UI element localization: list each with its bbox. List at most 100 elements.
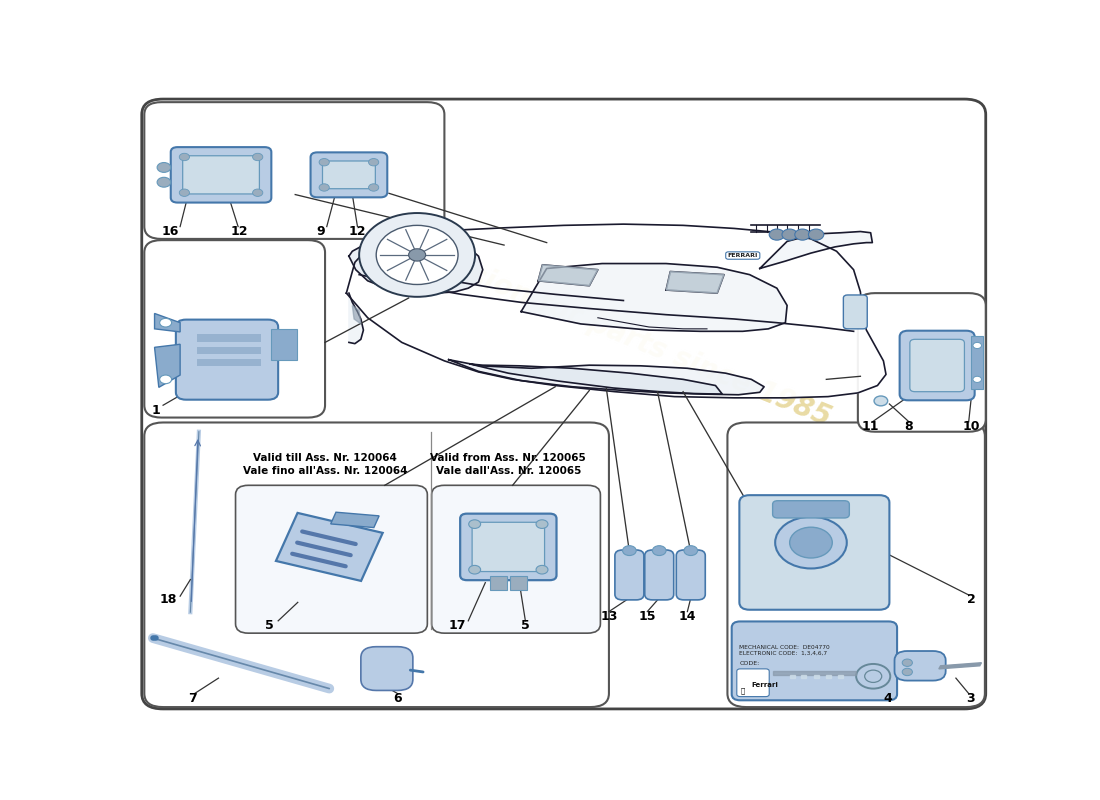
Circle shape — [652, 546, 667, 555]
FancyBboxPatch shape — [144, 102, 444, 239]
Circle shape — [972, 376, 981, 382]
Polygon shape — [276, 513, 383, 581]
FancyBboxPatch shape — [472, 522, 544, 571]
FancyBboxPatch shape — [676, 550, 705, 600]
FancyBboxPatch shape — [772, 501, 849, 518]
FancyBboxPatch shape — [844, 295, 867, 329]
Circle shape — [469, 566, 481, 574]
Text: 14: 14 — [679, 610, 696, 623]
Bar — [197, 359, 261, 366]
Text: Vale dall'Ass. Nr. 120065: Vale dall'Ass. Nr. 120065 — [436, 466, 581, 475]
Polygon shape — [938, 662, 981, 669]
Circle shape — [253, 154, 263, 161]
Circle shape — [319, 184, 329, 191]
Text: CODE:: CODE: — [739, 661, 760, 666]
Bar — [490, 577, 507, 590]
Bar — [272, 329, 297, 360]
Text: 12: 12 — [231, 225, 249, 238]
FancyBboxPatch shape — [858, 293, 986, 432]
Polygon shape — [971, 336, 983, 389]
Text: 18: 18 — [160, 594, 177, 606]
FancyBboxPatch shape — [727, 422, 984, 707]
Circle shape — [902, 659, 912, 666]
Circle shape — [808, 229, 824, 240]
Circle shape — [376, 226, 458, 285]
Text: 4: 4 — [883, 692, 892, 705]
FancyBboxPatch shape — [460, 514, 557, 580]
Circle shape — [179, 189, 189, 197]
FancyBboxPatch shape — [645, 550, 673, 600]
FancyBboxPatch shape — [910, 339, 965, 392]
Polygon shape — [666, 271, 724, 293]
Circle shape — [359, 213, 475, 297]
Polygon shape — [449, 360, 764, 394]
Circle shape — [469, 520, 481, 529]
Circle shape — [160, 375, 172, 384]
Circle shape — [769, 229, 784, 240]
Polygon shape — [538, 265, 598, 286]
Circle shape — [790, 527, 833, 558]
Circle shape — [776, 517, 847, 569]
Circle shape — [902, 668, 912, 676]
Text: 8: 8 — [904, 420, 913, 434]
FancyBboxPatch shape — [739, 495, 890, 610]
Circle shape — [972, 342, 981, 349]
Polygon shape — [154, 314, 180, 332]
Text: 5: 5 — [521, 619, 530, 632]
FancyBboxPatch shape — [144, 422, 609, 707]
Circle shape — [536, 520, 548, 529]
Polygon shape — [814, 675, 818, 678]
Polygon shape — [826, 675, 832, 678]
Text: 10: 10 — [962, 420, 980, 434]
Circle shape — [368, 158, 378, 166]
FancyBboxPatch shape — [144, 240, 326, 418]
Circle shape — [157, 162, 170, 172]
Circle shape — [795, 229, 810, 240]
Circle shape — [623, 546, 636, 555]
Bar — [197, 334, 261, 342]
Text: 9: 9 — [317, 225, 326, 238]
Polygon shape — [331, 512, 379, 527]
Circle shape — [782, 229, 797, 240]
Circle shape — [536, 566, 548, 574]
FancyBboxPatch shape — [900, 330, 975, 400]
Text: 7: 7 — [188, 692, 197, 705]
Text: Ferrari: Ferrari — [751, 682, 778, 688]
FancyBboxPatch shape — [142, 99, 986, 709]
FancyBboxPatch shape — [183, 156, 260, 194]
Circle shape — [684, 546, 697, 555]
Polygon shape — [521, 263, 788, 331]
Circle shape — [160, 318, 172, 327]
Polygon shape — [801, 675, 806, 678]
Text: 🐴: 🐴 — [741, 688, 746, 694]
Text: MECHANICAL CODE:  DE04770: MECHANICAL CODE: DE04770 — [739, 646, 830, 650]
Polygon shape — [838, 675, 844, 678]
Text: 12: 12 — [349, 225, 366, 238]
Text: 6: 6 — [393, 692, 402, 705]
Text: FERRARI: FERRARI — [727, 253, 758, 258]
FancyBboxPatch shape — [310, 152, 387, 198]
Polygon shape — [352, 306, 361, 324]
FancyBboxPatch shape — [361, 646, 412, 690]
Polygon shape — [760, 231, 872, 269]
Bar — [510, 577, 527, 590]
Text: 3: 3 — [966, 692, 975, 705]
Circle shape — [157, 178, 170, 187]
Polygon shape — [349, 293, 363, 344]
FancyBboxPatch shape — [431, 486, 601, 633]
FancyBboxPatch shape — [322, 161, 375, 189]
FancyBboxPatch shape — [732, 622, 898, 700]
Polygon shape — [346, 224, 886, 398]
Text: 1: 1 — [152, 404, 161, 417]
FancyBboxPatch shape — [737, 669, 769, 697]
FancyBboxPatch shape — [176, 320, 278, 400]
Text: a passion for parts since 1985: a passion for parts since 1985 — [386, 229, 835, 431]
FancyBboxPatch shape — [170, 147, 272, 202]
FancyBboxPatch shape — [726, 252, 760, 259]
Text: 11: 11 — [862, 420, 879, 434]
Text: 15: 15 — [638, 610, 656, 623]
Text: Vale fino all'Ass. Nr. 120064: Vale fino all'Ass. Nr. 120064 — [243, 466, 407, 475]
Polygon shape — [772, 670, 856, 675]
Text: 16: 16 — [162, 225, 178, 238]
Text: Valid from Ass. Nr. 120065: Valid from Ass. Nr. 120065 — [430, 454, 586, 463]
